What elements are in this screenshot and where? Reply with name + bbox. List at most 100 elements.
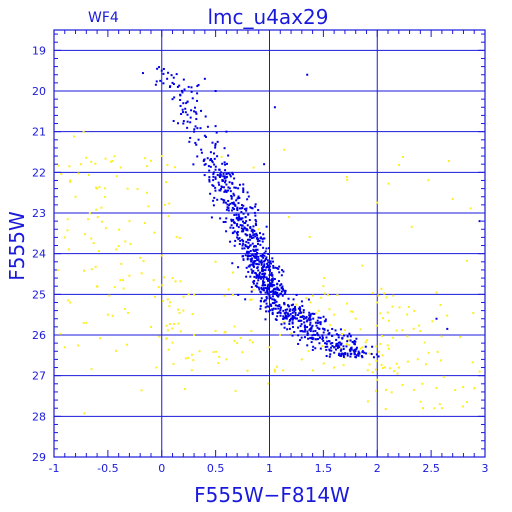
data-point xyxy=(214,165,217,168)
data-point xyxy=(162,82,165,85)
data-point xyxy=(381,354,384,357)
data-point xyxy=(173,96,176,99)
data-point xyxy=(244,244,247,247)
data-point xyxy=(87,173,90,176)
data-point xyxy=(184,111,187,114)
data-point xyxy=(233,325,236,328)
data-point xyxy=(124,240,127,243)
y-tick-labels: 19 20 21 22 23 24 25 26 27 28 29 xyxy=(32,44,46,464)
data-point xyxy=(436,350,439,353)
data-point xyxy=(187,356,190,359)
data-point xyxy=(294,309,297,312)
data-point xyxy=(154,83,157,86)
data-point xyxy=(397,366,400,369)
data-point xyxy=(262,284,265,287)
data-point xyxy=(225,230,228,233)
data-point xyxy=(232,231,235,234)
data-point xyxy=(471,361,474,364)
data-point xyxy=(167,215,170,218)
data-point xyxy=(79,163,82,166)
data-point xyxy=(265,266,268,269)
data-point xyxy=(371,345,374,348)
data-point xyxy=(160,254,163,257)
data-point xyxy=(318,327,321,330)
data-point xyxy=(66,218,69,221)
data-point xyxy=(84,233,87,236)
data-point xyxy=(231,206,234,209)
data-point xyxy=(321,334,324,337)
data-point xyxy=(209,158,212,161)
data-point xyxy=(158,335,161,338)
data-point xyxy=(257,255,260,258)
data-point xyxy=(262,256,265,259)
data-point xyxy=(279,307,282,310)
data-point xyxy=(257,286,260,289)
data-point xyxy=(273,293,276,296)
data-point xyxy=(214,186,217,189)
data-point xyxy=(177,308,180,311)
data-point xyxy=(204,115,207,118)
data-point xyxy=(290,317,293,320)
data-point xyxy=(242,191,245,194)
data-point xyxy=(326,345,329,348)
data-point xyxy=(248,238,251,241)
data-point xyxy=(250,263,253,266)
data-point xyxy=(294,312,297,315)
data-point xyxy=(365,339,368,342)
data-point xyxy=(225,130,228,133)
data-point xyxy=(269,296,272,299)
data-point xyxy=(276,295,279,298)
data-point xyxy=(353,348,356,351)
data-point xyxy=(352,341,355,344)
data-point xyxy=(212,351,215,354)
data-point xyxy=(331,327,334,330)
data-point xyxy=(329,324,332,327)
data-point xyxy=(300,336,303,339)
data-point xyxy=(245,220,248,223)
x-tick-label: 0 xyxy=(158,462,165,475)
data-point xyxy=(236,223,239,226)
y-tick-label: 28 xyxy=(32,410,46,423)
data-point xyxy=(190,86,193,89)
data-point xyxy=(303,315,306,318)
data-point xyxy=(166,298,169,301)
data-point xyxy=(158,66,161,69)
data-point xyxy=(295,293,298,296)
data-point xyxy=(274,266,277,269)
data-point xyxy=(212,199,215,202)
data-point xyxy=(288,215,291,218)
data-point xyxy=(227,154,230,157)
data-point xyxy=(328,348,331,351)
data-point xyxy=(208,178,211,181)
data-point xyxy=(208,176,211,179)
data-point xyxy=(235,217,238,220)
data-point xyxy=(160,155,163,158)
data-point xyxy=(212,179,215,182)
data-point xyxy=(236,342,239,345)
data-point xyxy=(183,88,186,91)
data-point xyxy=(166,329,169,332)
data-point xyxy=(267,261,270,264)
data-point xyxy=(67,248,70,251)
data-point xyxy=(349,348,352,351)
data-point xyxy=(348,332,351,335)
data-point xyxy=(315,324,318,327)
data-point xyxy=(326,340,329,343)
data-point xyxy=(292,298,295,301)
data-point xyxy=(311,348,314,351)
data-point xyxy=(442,375,445,378)
data-point xyxy=(333,346,336,349)
data-point xyxy=(247,247,250,250)
data-point xyxy=(379,312,382,315)
data-point xyxy=(233,214,236,217)
data-point xyxy=(384,408,387,411)
data-point xyxy=(242,258,245,261)
data-point xyxy=(252,236,255,239)
data-point xyxy=(312,330,315,333)
data-point xyxy=(169,85,172,88)
data-point xyxy=(391,305,394,308)
data-point xyxy=(192,359,195,362)
data-point xyxy=(261,266,264,269)
data-point xyxy=(203,134,206,137)
data-point xyxy=(312,369,315,372)
